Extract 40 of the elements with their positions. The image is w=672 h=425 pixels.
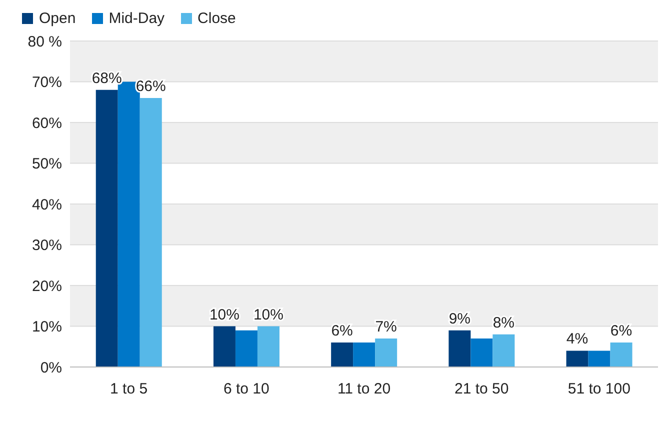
y-tick-label: 60% bbox=[32, 114, 62, 132]
x-tick-label: 51 to 100 bbox=[568, 380, 630, 398]
x-tick-label: 21 to 50 bbox=[454, 380, 509, 398]
bar bbox=[448, 330, 471, 367]
legend-label: Open bbox=[38, 10, 76, 27]
x-tick-label: 6 to 10 bbox=[223, 380, 270, 398]
bar bbox=[235, 330, 258, 367]
legend-label: Close bbox=[196, 10, 236, 27]
bar bbox=[213, 326, 236, 367]
y-tick-label: 30% bbox=[32, 237, 62, 254]
bar bbox=[566, 350, 588, 367]
data-label: 6% bbox=[331, 322, 353, 340]
x-tick-label: 1 to 5 bbox=[110, 380, 148, 398]
data-label: 4% bbox=[566, 330, 588, 348]
bar bbox=[610, 342, 632, 367]
data-label: 7% bbox=[375, 318, 397, 336]
bar bbox=[96, 90, 118, 367]
bar bbox=[470, 338, 493, 367]
data-label: 10% bbox=[209, 306, 240, 324]
data-label: 68% bbox=[92, 70, 122, 87]
y-tick-label: 70% bbox=[32, 74, 62, 92]
bar bbox=[331, 342, 354, 367]
y-tick-label: 40% bbox=[32, 196, 62, 214]
y-tick-label: 80 % bbox=[28, 33, 62, 50]
bar bbox=[140, 98, 162, 367]
y-tick-label: 20% bbox=[32, 278, 62, 295]
data-label: 10% bbox=[253, 306, 284, 324]
y-tick-label: 0% bbox=[40, 359, 62, 376]
data-label: 9% bbox=[448, 310, 471, 328]
legend-label: Mid-Day bbox=[108, 10, 165, 27]
bar bbox=[257, 326, 280, 367]
data-label: 6% bbox=[610, 322, 632, 340]
x-tick-label: 11 to 20 bbox=[337, 380, 391, 398]
data-label: 8% bbox=[492, 314, 515, 332]
bar bbox=[353, 342, 376, 367]
bar bbox=[375, 338, 398, 367]
y-tick-label: 50% bbox=[32, 156, 62, 173]
y-tick-label: 10% bbox=[32, 318, 62, 336]
bar bbox=[588, 350, 610, 367]
bar bbox=[492, 334, 515, 367]
